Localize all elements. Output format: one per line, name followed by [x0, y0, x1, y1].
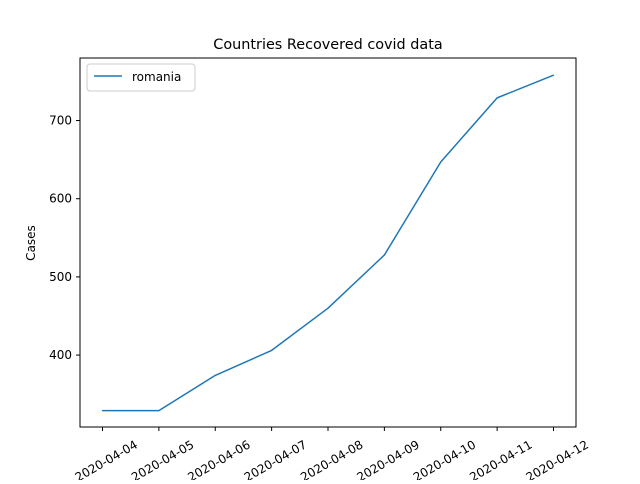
data-point — [327, 307, 329, 309]
data-point — [214, 374, 216, 377]
data-point — [440, 161, 442, 163]
data-point — [552, 74, 555, 76]
y-tick-label: 600 — [49, 192, 72, 206]
plot-frame — [79, 57, 577, 428]
y-tick-label: 400 — [49, 348, 72, 362]
data-point — [101, 409, 104, 412]
chart-title: Countries Recovered covid data — [213, 37, 442, 53]
data-point — [383, 254, 385, 256]
data-point — [158, 409, 160, 412]
y-axis-label: Cases — [24, 225, 38, 261]
data-point — [271, 349, 273, 351]
legend-label: romania — [132, 70, 181, 84]
y-tick-label: 700 — [49, 114, 72, 128]
plot-area: 2020-04-042020-04-052020-04-062020-04-07… — [49, 74, 591, 484]
legend: romania — [86, 63, 196, 92]
x-tick-label: 2020-04-12 — [524, 437, 591, 480]
legend-box — [86, 63, 196, 92]
series-line-romania — [102, 74, 554, 412]
data-point — [496, 97, 498, 99]
y-tick-label: 500 — [49, 270, 72, 284]
